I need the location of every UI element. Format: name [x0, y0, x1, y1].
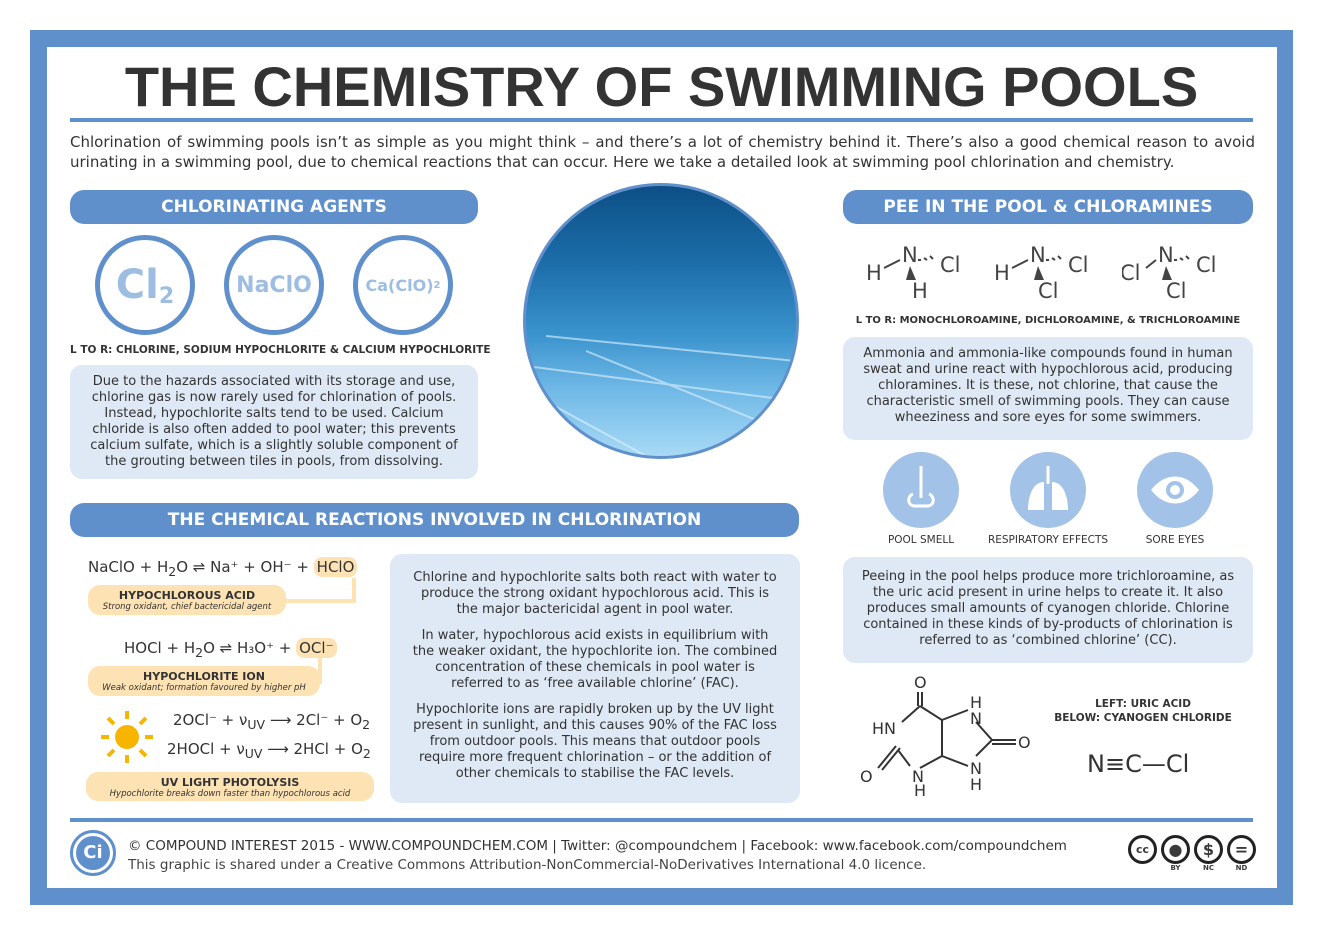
svg-text:H: H: [914, 781, 926, 800]
pee-header: PEE IN THE POOL & CHLORAMINES: [843, 190, 1253, 224]
equation-4: 2HOCl + νUV ⟶ 2HCl + O2: [167, 740, 371, 761]
effect-label: POOL SMELL: [887, 534, 955, 546]
sodium-hypochlorite-circle: NaClO: [224, 235, 324, 335]
chloramines-description: Ammonia and ammonia-like compounds found…: [843, 337, 1253, 440]
chloramines-caption: L TO R: MONOCHLOROAMINE, DICHLOROAMINE, …: [855, 315, 1241, 326]
nose-icon: [883, 452, 959, 528]
hypochlorite-ion-label: HYPOCHLORITE ION Weak oxidant; formation …: [88, 666, 320, 696]
atom: N: [1158, 243, 1174, 267]
hypochlorous-acid-label: HYPOCHLOROUS ACID Strong oxidant, chief b…: [88, 585, 286, 615]
connector: [352, 578, 356, 603]
label-title: HYPOCHLORITE ION: [143, 670, 265, 683]
eq1-left: NaClO + H: [88, 558, 169, 576]
agents-header: CHLORINATING AGENTS: [70, 190, 478, 224]
logo-text: Ci: [76, 836, 110, 870]
nc-label: NC: [1203, 864, 1214, 872]
eq1-mid: O ⇌ Na⁺ + OH⁻ +: [176, 558, 309, 576]
footer-credits: © COMPOUND INTEREST 2015 - WWW.COMPOUNDC…: [128, 838, 1067, 854]
svg-text:N: N: [970, 709, 982, 728]
atom: Cl: [940, 253, 961, 277]
cc-glyph: cc: [1128, 835, 1157, 864]
label-title: HYPOCHLOROUS ACID: [118, 589, 256, 602]
subscript: 2: [168, 564, 177, 579]
nd-label: ND: [1235, 864, 1248, 872]
atom: Cl: [1068, 253, 1089, 277]
footer-license-text: This graphic is shared under a Creative …: [128, 857, 927, 873]
svg-text:O: O: [914, 673, 927, 692]
footer-divider: [70, 818, 1253, 822]
cc-icon: cc: [1128, 835, 1157, 872]
nc-icon: $ NC: [1194, 835, 1223, 872]
cyanogen-caption: BELOW: CYANOGEN CHLORIDE: [1054, 712, 1232, 724]
pool-image: [523, 183, 799, 459]
svg-text:H: H: [970, 693, 982, 712]
label-title: UV LIGHT PHOTOLYSIS: [160, 776, 300, 789]
subscript: 2: [158, 283, 175, 309]
chloramine-structure: HN Cl H: [866, 243, 961, 303]
chloramine-structure: Cl N Cl Cl: [1122, 243, 1217, 303]
atom: N: [902, 243, 918, 267]
svg-text:N: N: [912, 767, 924, 786]
agents-description: Due to the hazards associated with its s…: [70, 365, 478, 479]
title-divider: [70, 118, 1253, 122]
chlorine-circle: Cl 2: [95, 235, 195, 335]
atom: H: [912, 279, 928, 303]
by-icon: ● BY: [1161, 835, 1190, 872]
effect-label: SORE EYES: [1145, 534, 1205, 546]
cc-license-badges: cc ● BY $ NC = ND: [1128, 835, 1256, 872]
equation-3: 2OCl⁻ + νUV ⟶ 2Cl⁻ + O2: [173, 711, 371, 732]
calcium-hypochlorite-circle: Ca(ClO) 2: [353, 235, 453, 335]
label-desc: Strong oxidant, chief bactericidal agent: [102, 602, 272, 612]
ca-formula: Ca(ClO): [365, 275, 434, 295]
chloramine-structure: HN Cl Cl: [994, 243, 1089, 303]
atom: N: [1030, 243, 1046, 267]
connector: [280, 599, 356, 603]
nacl-formula: NaClO: [236, 272, 312, 298]
lungs-icon: [1010, 452, 1086, 528]
product-ocl: OCl⁻: [296, 638, 337, 658]
nd-icon: = ND: [1227, 835, 1256, 872]
page-title: THE CHEMISTRY OF SWIMMING POOLS: [124, 55, 1199, 118]
eye-icon: [1137, 452, 1213, 528]
chlorine-formula: Cl: [115, 262, 159, 308]
intro-text: Chlorination of swimming pools isn’t as …: [70, 133, 1255, 171]
atom: Cl: [1038, 279, 1059, 303]
eq2-mid: O ⇌ H₃O⁺ +: [203, 639, 292, 657]
reactions-description: Chlorine and hypochlorite salts both rea…: [390, 554, 800, 803]
svg-text:H: H: [970, 775, 982, 794]
svg-text:N: N: [970, 759, 982, 778]
atom: Cl: [1166, 279, 1187, 303]
byproducts-description: Peeing in the pool helps produce more tr…: [843, 557, 1253, 663]
equation-2: HOCl + H2O ⇌ H₃O⁺ + OCl⁻: [124, 638, 337, 660]
subscript: 2: [195, 645, 204, 660]
paragraph: Chlorine and hypochlorite salts both rea…: [413, 570, 777, 617]
equation-1: NaClO + H2O ⇌ Na⁺ + OH⁻ + HClO: [88, 557, 358, 579]
connector: [318, 658, 322, 684]
label-desc: Weak oxidant; formation favoured by high…: [102, 683, 306, 693]
compound-interest-logo: Ci: [70, 830, 116, 876]
pool-lanes: [526, 335, 796, 456]
svg-text:O: O: [860, 767, 873, 786]
paragraph: In water, hypochlorous acid exists in eq…: [412, 628, 778, 691]
eq2-left: HOCl + H: [124, 639, 196, 657]
reactions-header: THE CHEMICAL REACTIONS INVOLVED IN CHLOR…: [70, 503, 799, 537]
svg-text:HN: HN: [872, 719, 896, 738]
sun-icon: [101, 711, 153, 763]
svg-text:O: O: [1018, 733, 1031, 752]
product-hclo: HClO: [313, 557, 358, 577]
atom: H: [866, 261, 882, 285]
uv-photolysis-label: UV LIGHT PHOTOLYSIS Hypochlorite breaks d…: [86, 772, 374, 801]
cyanogen-chloride-structure: N≡C—Cl: [1087, 750, 1190, 778]
uric-acid-caption: LEFT: URIC ACID: [1095, 698, 1191, 710]
atom: Cl: [1196, 253, 1217, 277]
effect-label: RESPIRATORY EFFECTS: [987, 534, 1109, 546]
atom: Cl: [1122, 261, 1141, 285]
atom: H: [994, 261, 1010, 285]
agents-caption: L TO R: CHLORINE, SODIUM HYPOCHLORITE & …: [70, 344, 491, 356]
paragraph: Hypochlorite ions are rapidly broken up …: [413, 702, 777, 781]
subscript: 2: [433, 279, 441, 291]
by-label: BY: [1170, 864, 1181, 872]
label-desc: Hypochlorite breaks down faster than hyp…: [109, 789, 351, 799]
